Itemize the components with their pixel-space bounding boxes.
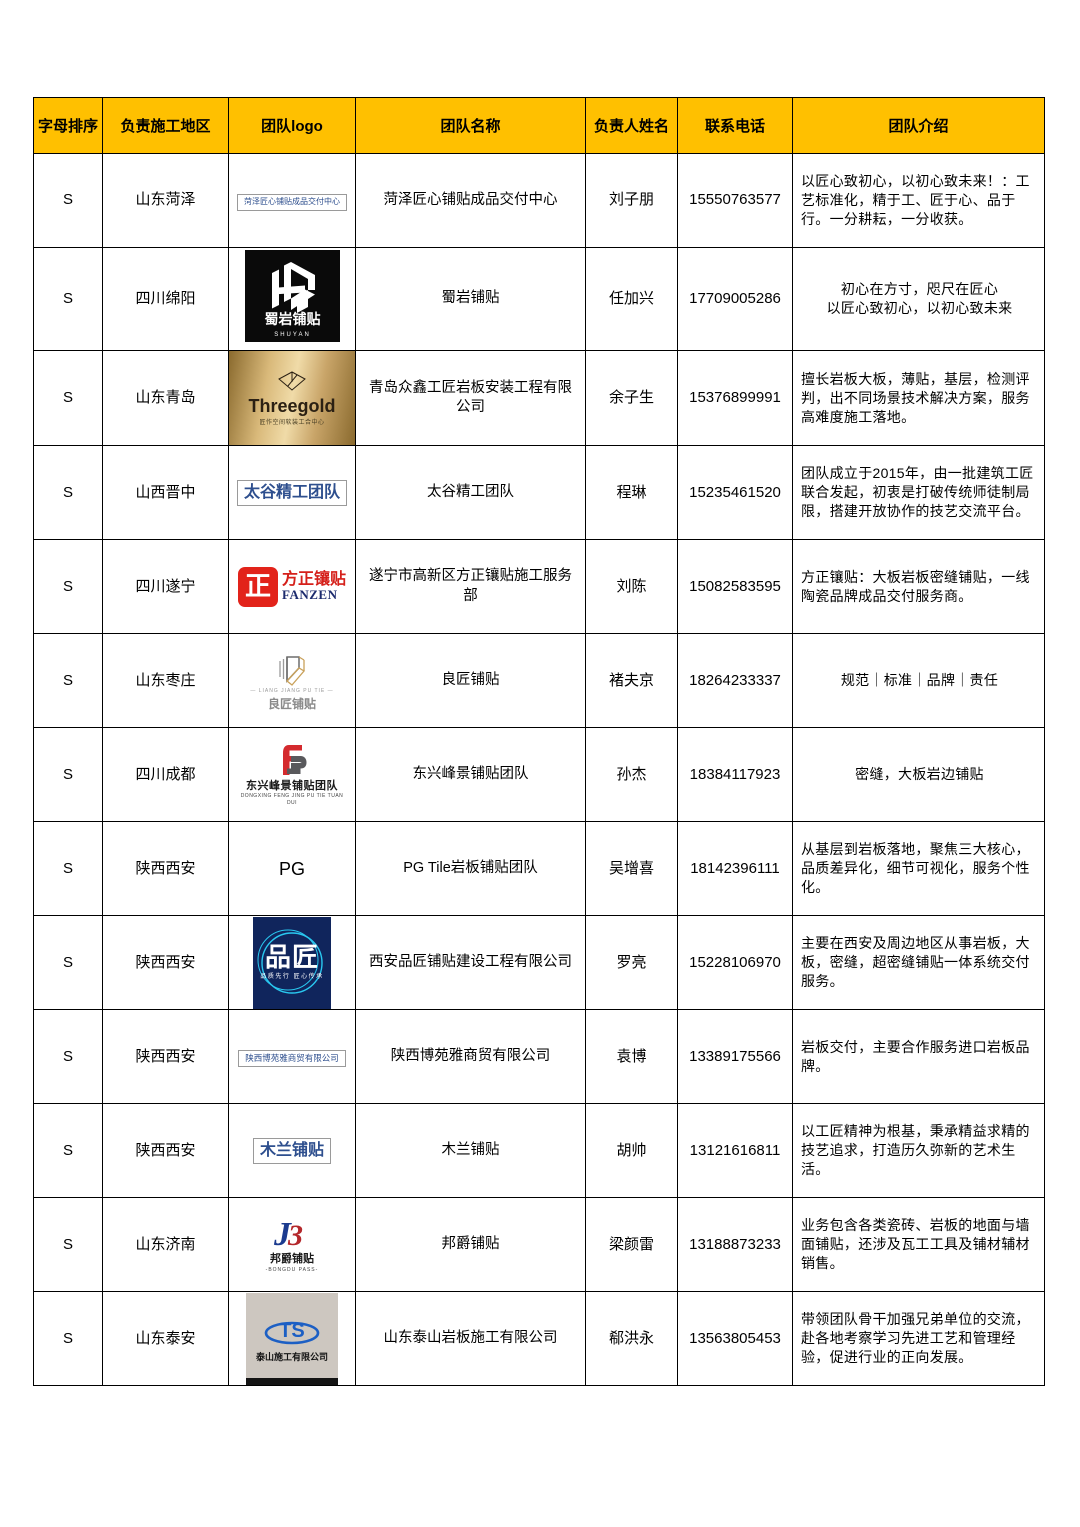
svg-text:蜀岩铺贴: 蜀岩铺贴 (264, 311, 320, 327)
svg-text:3: 3 (287, 1219, 303, 1251)
svg-text:TS: TS (279, 1320, 305, 1342)
svg-text:SHUYAN: SHUYAN (274, 332, 311, 338)
